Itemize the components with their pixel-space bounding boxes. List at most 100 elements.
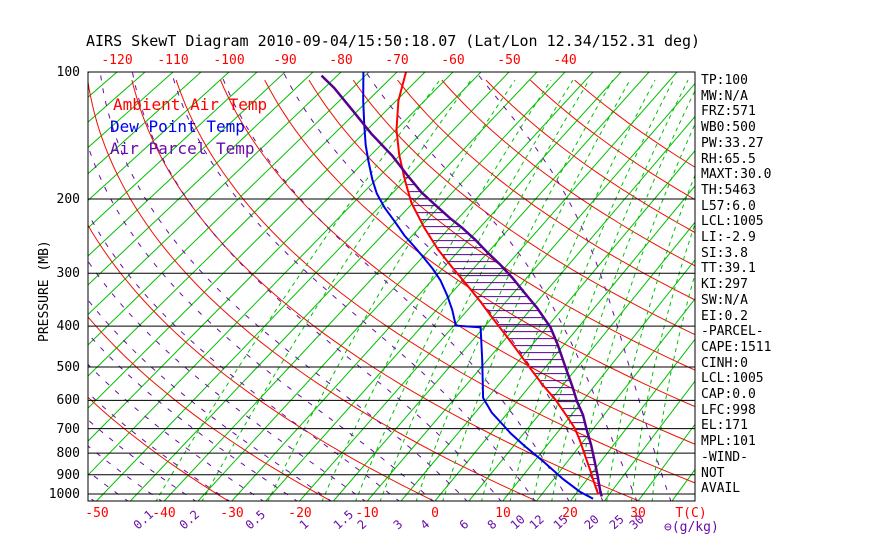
mixing-ratio-line xyxy=(442,79,631,501)
moist-adiabat-line xyxy=(365,72,638,501)
isotherm-line xyxy=(265,72,650,501)
stat-line: TH:5463 xyxy=(701,183,756,198)
mixing-ratio-line xyxy=(509,79,674,501)
stat-line: TT:39.1 xyxy=(701,261,756,276)
isotherm-line xyxy=(88,72,342,316)
mixing-ratio-tick-label: 0.2 xyxy=(177,507,202,532)
top-temp-tick-label: -40 xyxy=(553,53,576,68)
bottom-temp-tick-label: 20 xyxy=(562,506,578,521)
pressure-tick-label: 800 xyxy=(57,446,80,461)
stat-line: TP:100 xyxy=(701,73,748,88)
stat-line: RH:65.5 xyxy=(701,152,756,167)
bottom-temp-tick-labels: -50 -40 -30 -20 -10 0 10 20 30 xyxy=(85,506,646,521)
plot-frame xyxy=(87,71,696,502)
dry-adiabat-line xyxy=(131,79,641,501)
background-grid xyxy=(0,72,695,501)
sounding-curves xyxy=(320,72,603,500)
stat-line: SW:N/A xyxy=(701,293,748,308)
bottom-temp-tick-label: -30 xyxy=(220,506,243,521)
isotherm-line xyxy=(88,72,398,377)
isotherm-line xyxy=(468,221,695,501)
isotherm-line xyxy=(88,72,370,346)
dry-adiabat-line xyxy=(441,79,695,267)
stat-line: AVAIL xyxy=(701,481,740,496)
top-temp-tick-label: -80 xyxy=(329,53,352,68)
top-temp-tick-labels: -120 -110 -100 -90 -80 -70 -60 -50 -40 xyxy=(101,53,576,68)
bottom-temp-tick-label: -10 xyxy=(355,506,378,521)
top-temp-tick-label: -60 xyxy=(441,53,464,68)
moist-adiabat-line xyxy=(88,212,400,501)
dry-adiabat-line xyxy=(485,79,695,234)
temp-unit-label: T(C) xyxy=(675,506,706,521)
stat-line: NOT xyxy=(701,466,725,481)
pressure-tick-label: 600 xyxy=(57,393,80,408)
mixing-ratio-line xyxy=(379,79,590,501)
dry-adiabat-line xyxy=(175,79,695,484)
moist-adiabat-line xyxy=(282,72,604,501)
dry-adiabat-line xyxy=(88,316,333,501)
stat-line: CAPE:1511 xyxy=(701,340,771,355)
isotherm-line xyxy=(163,72,566,501)
isotherm-line xyxy=(197,72,594,501)
mixing-ratio-line xyxy=(415,79,614,501)
isotherm-line xyxy=(299,72,678,501)
moist-adiabat-line xyxy=(171,72,536,501)
pressure-axis-title: PRESSURE (MB) xyxy=(37,240,52,342)
mixing-ratio-line xyxy=(574,122,695,501)
stat-line: FRZ:571 xyxy=(701,104,756,119)
moist-adiabat-line xyxy=(88,470,129,501)
pressure-gridlines xyxy=(88,71,695,495)
mixing-ratio-tick-label: 3 xyxy=(391,517,406,532)
dry-adiabat-line xyxy=(529,79,695,201)
dry-adiabat-line xyxy=(88,224,435,501)
isotherm-line xyxy=(96,72,510,501)
pressure-tick-label: 900 xyxy=(57,468,80,483)
moist-adiabat-line xyxy=(88,260,366,501)
dry-adiabat-line xyxy=(574,79,695,168)
bottom-temp-tick-label: -40 xyxy=(152,506,175,521)
isotherm-line xyxy=(88,72,482,476)
isotherm-line xyxy=(400,149,695,501)
pressure-tick-label: 1000 xyxy=(49,487,80,502)
top-temp-tick-label: -120 xyxy=(101,53,132,68)
bottom-temp-tick-label: 30 xyxy=(630,506,646,521)
mixing-unit-label: ⊖(g/kg) xyxy=(664,520,719,535)
mixing-ratio-line xyxy=(201,79,472,501)
stat-line: EL:171 xyxy=(701,418,748,433)
stat-line: MAXT:30.0 xyxy=(701,167,771,182)
isotherm-line xyxy=(366,115,695,501)
stat-line: L57:6.0 xyxy=(701,199,756,214)
stat-line: -PARCEL- xyxy=(701,324,764,339)
stat-line: CAP:0.0 xyxy=(701,387,756,402)
isotherm-line xyxy=(88,72,174,149)
moist-adiabat-line xyxy=(99,72,468,501)
moist-adiabat-line xyxy=(88,392,231,501)
dry-adiabat-line xyxy=(308,79,695,371)
mixing-ratio-line xyxy=(606,173,695,501)
isotherm-line xyxy=(88,72,258,229)
cape-hatch-area xyxy=(405,177,600,494)
stat-line: KI:297 xyxy=(701,277,748,292)
moist-adiabat-line xyxy=(131,72,502,501)
stat-line: EI:0.2 xyxy=(701,309,748,324)
dew-point-temp-curve xyxy=(362,72,594,500)
mixing-ratio-line xyxy=(155,79,441,501)
stat-line: LCL:1005 xyxy=(701,214,764,229)
air-parcel-temp-curve xyxy=(320,74,603,497)
pressure-tick-labels: 100 200 300 400 500 600 700 800 900 1000 xyxy=(49,65,80,502)
pressure-tick-label: 200 xyxy=(57,192,80,207)
mixing-ratio-tick-label: 20 xyxy=(582,512,602,532)
mixing-ratio-tick-label: 1.5 xyxy=(331,507,356,532)
isotherm-line xyxy=(231,72,622,501)
isotherm-line xyxy=(88,72,426,409)
dry-adiabat-line xyxy=(220,79,695,445)
dry-adiabat-line xyxy=(264,79,695,408)
isotherm-line xyxy=(536,298,695,501)
isotherm-line xyxy=(0,72,33,501)
pressure-tick-label: 100 xyxy=(57,65,80,80)
isotherm-line xyxy=(88,72,230,202)
mixing-ratio-line xyxy=(532,79,689,501)
moist-adiabat-line xyxy=(88,419,197,501)
